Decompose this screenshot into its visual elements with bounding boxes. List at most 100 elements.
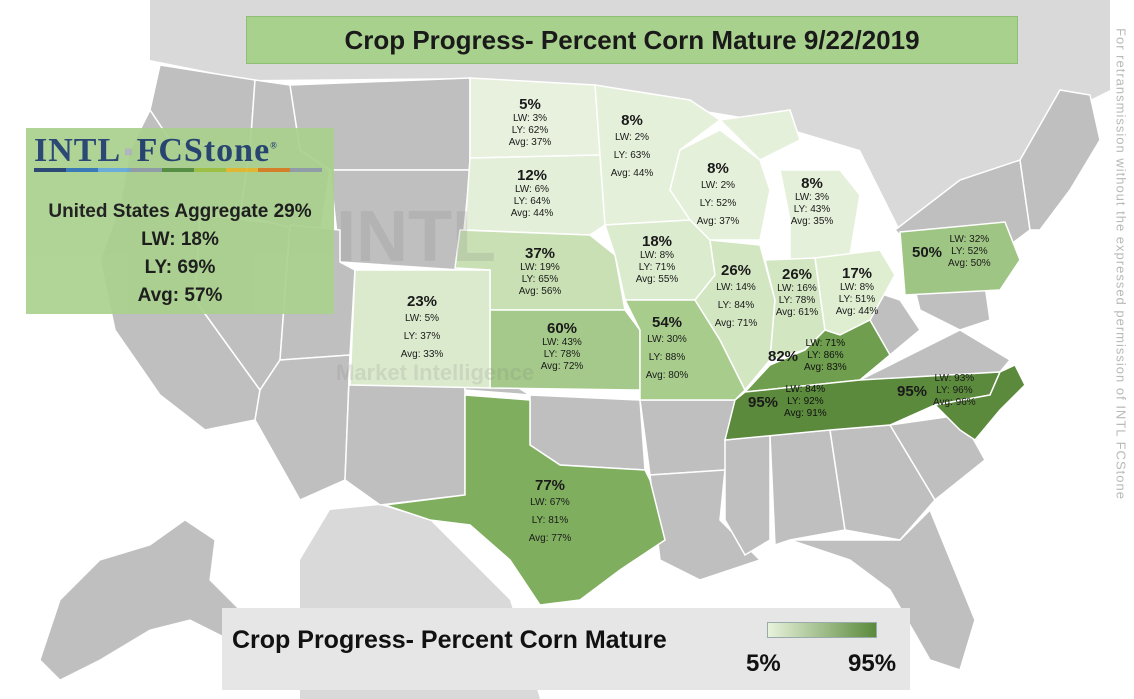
state-ND-avg: Avg: 37% xyxy=(508,137,552,148)
state-PA-lw: LW: 32% xyxy=(949,234,990,245)
state-label-KS: 60% LW: 43% LY: 78% Avg: 72% xyxy=(522,320,602,373)
legend-low-label: 5% xyxy=(746,650,781,677)
state-IN-ly: LY: 78% xyxy=(778,295,816,306)
state-NE-pct: 37% xyxy=(524,245,556,262)
state-NC-avg: Avg: 96% xyxy=(933,397,976,408)
state-OH-lw: LW: 8% xyxy=(839,282,875,293)
state-MN-pct: 8% xyxy=(621,112,643,129)
state-ND-ly: LY: 62% xyxy=(511,125,549,136)
state-NE-lw: LW: 19% xyxy=(520,262,560,273)
state-SD-pct: 12% xyxy=(516,167,548,184)
state-label-MI: 8% LW: 3% LY: 43% Avg: 35% xyxy=(772,175,852,228)
state-TN xyxy=(724,371,1002,441)
aggregate-avg: Avg: 57% xyxy=(137,285,223,306)
state-KY-detail: LW: 71% LY: 86% Avg: 83% xyxy=(804,338,847,374)
state-label-CO: 23% LW: 5% LY: 37% Avg: 33% xyxy=(382,293,462,364)
state-WI xyxy=(669,129,771,241)
state-label-TX: 77% LW: 67% LY: 81% Avg: 77% xyxy=(510,477,590,548)
aggregate-ly: LY: 69% xyxy=(144,257,216,278)
reported-states xyxy=(349,77,1026,606)
state-IN-lw: LW: 16% xyxy=(777,283,817,294)
state-MO-lw: LW: 30% xyxy=(647,334,687,345)
state-NC-ly: LY: 96% xyxy=(936,385,973,396)
state-TX-avg: Avg: 77% xyxy=(528,533,572,544)
state-FL xyxy=(789,508,976,671)
state-WI-ly: LY: 52% xyxy=(699,198,737,209)
state-TN-lw: LW: 84% xyxy=(785,384,826,395)
state-KS-ly: LY: 78% xyxy=(543,349,581,360)
state-TX-pct: 77% xyxy=(534,477,566,494)
state-TX-ly: LY: 81% xyxy=(531,515,569,526)
state-CO-lw: LW: 5% xyxy=(404,313,440,324)
state-label-IN: 26% LW: 16% LY: 78% Avg: 61% xyxy=(762,266,832,319)
state-MO-avg: Avg: 80% xyxy=(645,370,689,381)
aggregate-stats: United States Aggregate 29% LW: 18% LY: … xyxy=(26,198,334,310)
state-MI-ly: LY: 43% xyxy=(793,204,831,215)
state-TN-detail: LW: 84% LY: 92% Avg: 91% xyxy=(784,384,827,420)
state-IN-pct: 26% xyxy=(781,266,813,283)
state-label-NE: 37% LW: 19% LY: 65% Avg: 56% xyxy=(500,245,580,298)
state-SD xyxy=(464,154,606,236)
state-CO-ly: LY: 37% xyxy=(403,331,441,342)
state-label-ND: 5% LW: 3% LY: 62% Avg: 37% xyxy=(495,96,565,149)
state-TN-ly: LY: 92% xyxy=(787,396,824,407)
state-SD-ly: LY: 64% xyxy=(513,196,551,207)
state-KY-pct: 82% xyxy=(768,347,799,365)
state-KY-avg: Avg: 83% xyxy=(804,362,847,373)
state-PA-avg: Avg: 50% xyxy=(948,258,991,269)
state-OH-avg: Avg: 44% xyxy=(835,306,879,317)
state-MO-pct: 54% xyxy=(651,314,683,331)
state-ND-pct: 5% xyxy=(519,96,541,113)
state-OH-pct: 17% xyxy=(841,265,873,282)
state-TN-pct: 95% xyxy=(748,393,779,411)
state-MI-lw: LW: 3% xyxy=(794,192,830,203)
state-KY-lw: LW: 71% xyxy=(805,338,846,349)
state-NC-detail: LW: 93% LY: 96% Avg: 96% xyxy=(933,373,976,409)
state-label-MO: 54% LW: 30% LY: 88% Avg: 80% xyxy=(627,314,707,385)
state-KS-avg: Avg: 72% xyxy=(540,361,584,372)
state-TN-avg: Avg: 91% xyxy=(784,408,827,419)
state-label-TN: 95% LW: 84% LY: 92% Avg: 91% xyxy=(748,384,858,420)
legend-title: Crop Progress- Percent Corn Mature xyxy=(232,626,667,654)
state-AZ xyxy=(254,354,351,501)
logo-registered-mark: ® xyxy=(270,140,278,151)
state-IA-lw: LW: 8% xyxy=(639,250,675,261)
state-SD-avg: Avg: 44% xyxy=(510,208,554,219)
state-WI-pct: 8% xyxy=(707,160,729,177)
state-SC xyxy=(888,414,986,502)
state-IL xyxy=(694,239,776,392)
state-AR xyxy=(639,399,736,476)
legend-high-label: 95% xyxy=(848,650,897,677)
legend-color-scale xyxy=(767,622,877,638)
state-IL-pct: 26% xyxy=(720,262,752,279)
state-NC xyxy=(933,364,1026,441)
state-IL-avg: Avg: 71% xyxy=(714,318,758,329)
state-KS-pct: 60% xyxy=(546,320,578,337)
state-TX-lw: LW: 67% xyxy=(530,497,570,508)
state-IA-avg: Avg: 55% xyxy=(635,274,679,285)
state-label-PA: 50% LW: 32% LY: 52% Avg: 50% xyxy=(912,234,1022,270)
state-MI-avg: Avg: 35% xyxy=(790,216,834,227)
aggregate-headline: United States Aggregate 29% xyxy=(48,201,312,222)
state-NE-states xyxy=(1019,89,1101,231)
logo-dot-icon: ■ xyxy=(124,145,134,161)
aggregate-lw: LW: 18% xyxy=(141,229,219,250)
state-IA-ly: LY: 71% xyxy=(638,262,676,273)
state-MI-pct: 8% xyxy=(801,175,823,192)
state-TX xyxy=(384,394,666,606)
state-label-SD: 12% LW: 6% LY: 64% Avg: 44% xyxy=(497,167,567,220)
logo-text-fcstone: FCStone xyxy=(136,132,271,169)
state-KS-lw: LW: 43% xyxy=(542,337,582,348)
logo-color-bar xyxy=(34,168,322,172)
state-SD-lw: LW: 6% xyxy=(514,184,550,195)
state-MN-lw: LW: 2% xyxy=(614,132,650,143)
aggregate-panel: INTL ■FCStone® United States Aggregate 29… xyxy=(26,128,334,314)
state-WY xyxy=(329,169,471,271)
state-MO-ly: LY: 88% xyxy=(648,352,686,363)
state-ND-lw: LW: 3% xyxy=(512,113,548,124)
state-NE-ly: LY: 65% xyxy=(521,274,559,285)
permission-note: For retransmission without the expressed… xyxy=(1111,14,1131,514)
state-CO-pct: 23% xyxy=(406,293,438,310)
state-WI-lw: LW: 2% xyxy=(700,180,736,191)
